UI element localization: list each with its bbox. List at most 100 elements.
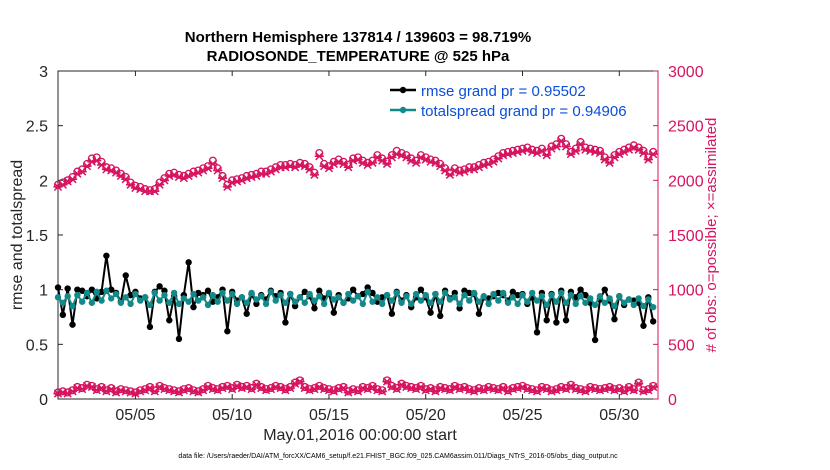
obs-possible-marker xyxy=(387,381,396,390)
data-point xyxy=(509,288,517,296)
data-point xyxy=(461,291,468,299)
data-point xyxy=(640,302,647,310)
obs-assimilated-marker xyxy=(145,383,155,393)
data-point xyxy=(572,294,579,301)
y-tick-label-right: 500 xyxy=(668,337,695,354)
data-point xyxy=(88,299,96,306)
data-point xyxy=(69,321,76,328)
data-point xyxy=(582,291,589,299)
obs-possible-marker xyxy=(232,380,242,389)
obs-possible-marker xyxy=(649,381,658,390)
data-point xyxy=(601,286,608,293)
y-tick-label-right: 1000 xyxy=(668,283,704,300)
data-point xyxy=(591,336,599,344)
obs-assimilated-marker xyxy=(648,149,658,159)
data-point xyxy=(277,291,284,299)
obs-assimilated-marker xyxy=(634,145,644,154)
data-point xyxy=(369,289,376,297)
data-point xyxy=(98,288,105,296)
data-point xyxy=(456,300,463,308)
data-point xyxy=(272,297,279,304)
data-point xyxy=(553,319,560,326)
data-point xyxy=(635,295,642,302)
data-point xyxy=(311,297,318,304)
data-point xyxy=(558,289,565,297)
data-point xyxy=(291,302,299,310)
data-point xyxy=(509,294,517,301)
data-point xyxy=(485,300,492,308)
data-point xyxy=(495,289,502,297)
data-point xyxy=(166,317,173,324)
data-point xyxy=(596,293,604,300)
obs-possible-marker xyxy=(218,171,227,181)
data-point xyxy=(388,310,396,317)
obs-possible-marker xyxy=(286,382,295,392)
data-point xyxy=(524,298,531,305)
data-point xyxy=(640,322,647,329)
obs-assimilated-marker xyxy=(571,146,581,155)
data-point xyxy=(437,298,444,305)
data-point xyxy=(267,288,275,296)
data-point xyxy=(514,291,521,299)
data-point xyxy=(316,293,323,300)
data-point xyxy=(364,288,371,296)
data-point xyxy=(606,295,613,302)
data-point xyxy=(504,299,512,306)
x-tick-label: 05/20 xyxy=(406,407,446,424)
data-point xyxy=(248,289,255,297)
data-point xyxy=(122,294,129,301)
obs-assimilated-marker xyxy=(634,379,644,388)
obs-possible-marker xyxy=(557,134,566,143)
data-point xyxy=(446,296,454,303)
data-point xyxy=(562,299,570,306)
y-tick-label-right: 2000 xyxy=(668,173,704,190)
obs-assimilated-marker xyxy=(353,155,363,164)
obs-assimilated-marker xyxy=(488,157,499,166)
plot-area xyxy=(57,70,659,400)
obs-assimilated-marker xyxy=(227,385,237,394)
data-point xyxy=(577,293,584,300)
obs-assimilated-marker xyxy=(96,383,107,393)
data-point xyxy=(533,329,541,336)
data-point xyxy=(480,293,488,300)
data-point xyxy=(625,296,633,303)
data-point xyxy=(466,289,473,297)
data-point xyxy=(59,311,67,319)
obs-assimilated-marker xyxy=(377,156,387,165)
data-point xyxy=(262,300,270,308)
x-axis-label: May.01,2016 00:00:00 start xyxy=(263,427,457,444)
series-5 xyxy=(53,377,658,398)
obs-possible-marker xyxy=(537,144,546,153)
obs-assimilated-marker xyxy=(309,170,320,179)
obs-possible-marker xyxy=(213,164,222,173)
obs-assimilated-marker xyxy=(58,180,68,189)
obs-assimilated-marker xyxy=(619,387,629,396)
obs-assimilated-marker xyxy=(580,387,591,396)
data-point xyxy=(403,293,410,300)
obs-possible-marker xyxy=(416,151,425,160)
obs-possible-marker xyxy=(644,153,653,162)
y-tick-label-right: 1500 xyxy=(668,228,704,245)
data-point xyxy=(620,299,628,306)
y-tick-label: 0 xyxy=(39,392,48,409)
obs-possible-marker xyxy=(295,376,304,385)
obs-possible-marker xyxy=(334,155,343,164)
data-point xyxy=(83,289,91,297)
data-point xyxy=(185,259,192,266)
obs-assimilated-marker xyxy=(566,149,576,159)
obs-assimilated-marker xyxy=(67,387,78,396)
data-point xyxy=(330,309,338,316)
data-point xyxy=(122,272,129,279)
data-point xyxy=(78,287,86,294)
legend: rmse grand pr = 0.95502 totalspread gran… xyxy=(385,76,653,124)
data-point xyxy=(69,302,76,310)
data-point xyxy=(117,299,125,306)
obs-possible-marker xyxy=(581,143,590,152)
obs-assimilated-marker xyxy=(106,385,116,394)
data-point xyxy=(146,323,154,331)
obs-possible-marker xyxy=(203,381,213,390)
data-point xyxy=(243,299,250,306)
obs-possible-marker xyxy=(300,382,309,392)
data-point xyxy=(64,285,71,292)
obs-assimilated-marker xyxy=(213,166,223,175)
